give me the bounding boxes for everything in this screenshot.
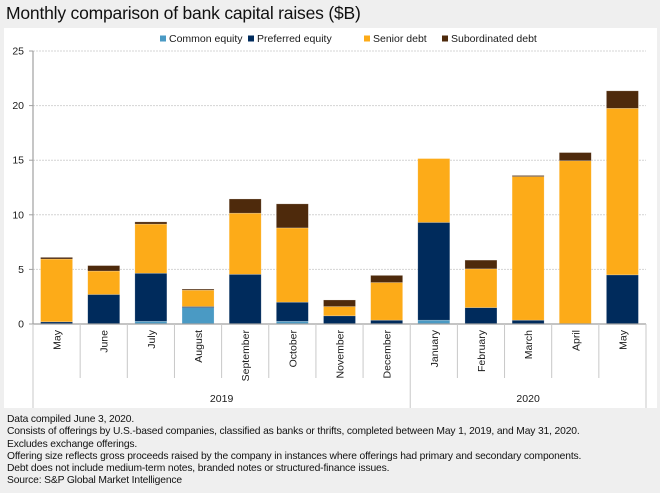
bar-segment-senior-debt bbox=[464, 268, 498, 308]
x-group-label-2020: 2020 bbox=[516, 393, 540, 405]
bar-segment-preferred-equity bbox=[228, 274, 262, 325]
x-tick-label: December bbox=[382, 329, 394, 378]
footnote-exclusions: Excludes exchange offerings. bbox=[7, 438, 138, 450]
legend-swatch bbox=[248, 35, 254, 42]
bar-december-7 bbox=[370, 275, 403, 325]
bar-november-6 bbox=[323, 299, 356, 325]
bar-august-3 bbox=[181, 288, 215, 325]
x-tick-label: March bbox=[523, 330, 535, 359]
y-tick-label: 20 bbox=[12, 100, 24, 112]
bar-segment-subordinated-debt bbox=[40, 257, 73, 260]
footnote-source: Source: S&P Global Market Intelligence bbox=[7, 475, 182, 487]
legend-swatch bbox=[364, 35, 370, 42]
bar-segment-senior-debt bbox=[134, 223, 168, 274]
x-tick-label: May bbox=[52, 329, 64, 350]
chart-panel: Common equity Preferred equity Senior debt… bbox=[4, 28, 657, 408]
bar-segment-senior-debt bbox=[40, 258, 73, 323]
bar-segment-subordinated-debt bbox=[606, 90, 639, 109]
x-tick-label: September bbox=[240, 330, 252, 382]
legend-label: Senior debt bbox=[373, 33, 427, 45]
bar-segment-subordinated-debt bbox=[323, 299, 356, 307]
bar-segment-senior-debt bbox=[558, 160, 592, 325]
bar-segment-preferred-equity bbox=[323, 315, 356, 325]
x-tick-label: November bbox=[335, 329, 347, 378]
bar-march-10 bbox=[511, 175, 545, 325]
y-tick-label: 5 bbox=[18, 264, 24, 276]
legend-label: Subordinated debt bbox=[451, 33, 537, 45]
y-tick-label: 0 bbox=[18, 319, 24, 331]
bar-april-11 bbox=[558, 152, 592, 325]
bar-january-8 bbox=[417, 158, 451, 325]
bar-segment-subordinated-debt bbox=[464, 259, 498, 270]
bar-segment-preferred-equity bbox=[87, 294, 121, 325]
x-tick-label: May bbox=[617, 329, 629, 350]
legend-swatch bbox=[160, 35, 166, 42]
footnote-scope: Consists of offerings by U.S.-based comp… bbox=[7, 426, 580, 438]
footnote-debt: Debt does not include medium-term notes,… bbox=[7, 463, 390, 475]
bar-segment-senior-debt bbox=[370, 282, 403, 321]
legend-swatch bbox=[442, 35, 448, 42]
bar-segment-senior-debt bbox=[511, 176, 545, 321]
legend-label: Preferred equity bbox=[257, 33, 332, 45]
bar-segment-subordinated-debt bbox=[181, 288, 215, 291]
bar-segment-preferred-equity bbox=[417, 222, 451, 321]
y-tick-label: 25 bbox=[12, 46, 24, 58]
bar-february-9 bbox=[464, 259, 498, 325]
bar-segment-subordinated-debt bbox=[511, 175, 545, 177]
x-tick-label: April bbox=[570, 330, 582, 351]
y-tick-label: 15 bbox=[12, 155, 24, 167]
bars bbox=[40, 90, 639, 325]
bar-segment-subordinated-debt bbox=[276, 203, 309, 229]
legend-item-senior-debt: Senior debt bbox=[364, 33, 427, 45]
x-tick-label: February bbox=[476, 329, 488, 372]
bar-segment-subordinated-debt bbox=[558, 152, 592, 162]
footnote-offering-size: Offering size reflects gross proceeds ra… bbox=[7, 450, 582, 462]
legend-label: Common equity bbox=[169, 33, 243, 45]
bar-segment-subordinated-debt bbox=[370, 275, 403, 283]
bar-segment-preferred-equity bbox=[464, 307, 498, 325]
bar-segment-common-equity bbox=[181, 307, 215, 325]
legend-item-subordinated-debt: Subordinated debt bbox=[442, 33, 537, 45]
bar-september-4 bbox=[228, 198, 262, 325]
legend: Common equity Preferred equity Senior debt… bbox=[160, 33, 537, 45]
x-tick-label: October bbox=[287, 330, 299, 368]
bar-may-0 bbox=[40, 257, 73, 325]
bar-july-2 bbox=[134, 221, 168, 325]
x-tick-label: June bbox=[99, 330, 111, 353]
bar-segment-senior-debt bbox=[606, 108, 639, 276]
x-tick-label: July bbox=[146, 329, 158, 348]
stacked-bar-chart: Common equity Preferred equity Senior debt… bbox=[12, 33, 647, 408]
y-tick-label: 10 bbox=[12, 209, 24, 221]
x-group-label-2019: 2019 bbox=[210, 393, 234, 405]
bar-segment-preferred-equity bbox=[276, 301, 309, 322]
footnote-compiled: Data compiled June 3, 2020. bbox=[7, 414, 135, 425]
bar-segment-senior-debt bbox=[181, 289, 215, 307]
bar-segment-subordinated-debt bbox=[228, 198, 262, 214]
legend-item-preferred-equity: Preferred equity bbox=[248, 33, 332, 45]
bar-segment-senior-debt bbox=[228, 212, 262, 275]
bar-segment-subordinated-debt bbox=[87, 265, 121, 272]
bar-segment-senior-debt bbox=[87, 270, 121, 295]
bar-june-1 bbox=[87, 265, 121, 325]
x-tick-label: August bbox=[193, 330, 205, 363]
bar-segment-senior-debt bbox=[276, 227, 309, 303]
bar-segment-preferred-equity bbox=[134, 272, 168, 322]
y-axis: 0 5 10 15 20 25 bbox=[12, 46, 34, 331]
bar-may-12 bbox=[606, 90, 639, 325]
footnotes: Data compiled June 3, 2020. Consists of … bbox=[7, 414, 581, 488]
bar-segment-subordinated-debt bbox=[134, 221, 168, 225]
bar-segment-preferred-equity bbox=[606, 274, 639, 325]
gridlines bbox=[33, 50, 646, 270]
bar-october-5 bbox=[276, 203, 309, 325]
bar-segment-senior-debt bbox=[417, 158, 451, 223]
x-tick-label: January bbox=[429, 329, 441, 367]
legend-item-common-equity: Common equity bbox=[160, 33, 243, 45]
bar-segment-senior-debt bbox=[323, 306, 356, 317]
x-axis: May June July August September October Novembe… bbox=[32, 323, 647, 408]
chart-title: Monthly comparison of bank capital raise… bbox=[6, 3, 361, 23]
